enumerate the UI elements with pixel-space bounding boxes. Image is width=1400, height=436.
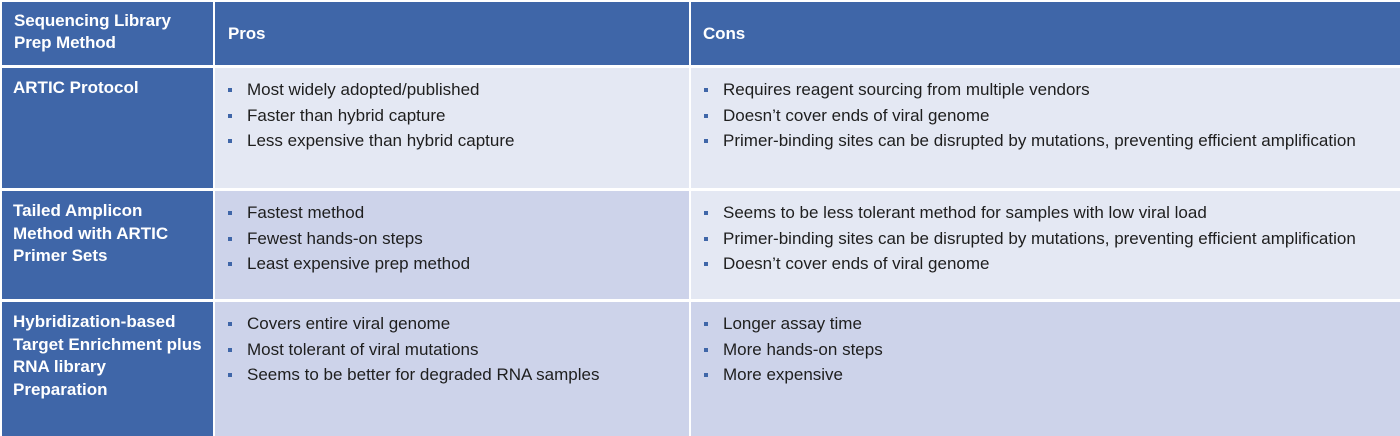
list-item: Covers entire viral genome [227, 311, 679, 337]
cons-cell-artic: Requires reagent sourcing from multiple … [691, 68, 1400, 188]
bullet-icon [228, 211, 232, 215]
bullet-icon [228, 373, 232, 377]
list-item: Primer-binding sites can be disrupted by… [703, 226, 1392, 252]
bullet-icon [704, 347, 708, 352]
cons-cell-hybridization: Longer assay time More hands-on steps Mo… [691, 302, 1400, 436]
bullet-icon [704, 88, 708, 92]
bullet-icon [228, 347, 232, 352]
pros-list: Fastest method Fewest hands-on steps Lea… [227, 200, 679, 277]
list-item: Fastest method [227, 200, 679, 226]
bullet-icon [704, 322, 708, 326]
list-item: More expensive [703, 362, 1392, 388]
header-cons: Cons [691, 2, 1400, 65]
header-pros-label: Pros [228, 23, 266, 43]
bullet-icon [704, 262, 708, 266]
cons-cell-tailed-amplicon: Seems to be less tolerant method for sam… [691, 191, 1400, 299]
method-cell-tailed-amplicon: Tailed Amplicon Method with ARTIC Primer… [2, 191, 213, 299]
list-item: Most widely adopted/published [227, 77, 679, 103]
list-item: Requires reagent sourcing from multiple … [703, 77, 1392, 103]
bullet-icon [228, 88, 232, 92]
list-item: Primer-binding sites can be disrupted by… [703, 128, 1392, 154]
list-item: Fewest hands-on steps [227, 226, 679, 252]
bullet-icon [228, 322, 232, 326]
bullet-icon [228, 262, 232, 266]
pros-cell-tailed-amplicon: Fastest method Fewest hands-on steps Lea… [215, 191, 689, 299]
list-item: Doesn’t cover ends of viral genome [703, 251, 1392, 277]
list-item: Seems to be less tolerant method for sam… [703, 200, 1392, 226]
pros-cell-hybridization: Covers entire viral genome Most tolerant… [215, 302, 689, 436]
list-item: Less expensive than hybrid capture [227, 128, 679, 154]
bullet-icon [704, 211, 708, 215]
bullet-icon [228, 236, 232, 241]
list-item: Longer assay time [703, 311, 1392, 337]
list-item: More hands-on steps [703, 337, 1392, 363]
header-cons-label: Cons [703, 23, 746, 43]
bullet-icon [704, 113, 708, 118]
bullet-icon [704, 236, 708, 241]
method-cell-hybridization: Hybridization-based Target Enrichment pl… [2, 302, 213, 436]
list-item: Least expensive prep method [227, 251, 679, 277]
list-item: Seems to be better for degraded RNA samp… [227, 362, 679, 388]
list-item: Most tolerant of viral mutations [227, 337, 679, 363]
header-pros: Pros [215, 2, 689, 65]
header-method: Sequencing Library Prep Method [2, 2, 213, 65]
method-cell-artic: ARTIC Protocol [2, 68, 213, 188]
bullet-icon [704, 139, 708, 143]
bullet-icon [704, 373, 708, 377]
bullet-icon [228, 139, 232, 143]
cons-list: Requires reagent sourcing from multiple … [703, 77, 1392, 154]
cons-list: Longer assay time More hands-on steps Mo… [703, 311, 1392, 388]
pros-list: Covers entire viral genome Most tolerant… [227, 311, 679, 388]
bullet-icon [228, 113, 232, 118]
list-item: Faster than hybrid capture [227, 103, 679, 129]
list-item: Doesn’t cover ends of viral genome [703, 103, 1392, 129]
pros-cell-artic: Most widely adopted/published Faster tha… [215, 68, 689, 188]
cons-list: Seems to be less tolerant method for sam… [703, 200, 1392, 277]
pros-list: Most widely adopted/published Faster tha… [227, 77, 679, 154]
